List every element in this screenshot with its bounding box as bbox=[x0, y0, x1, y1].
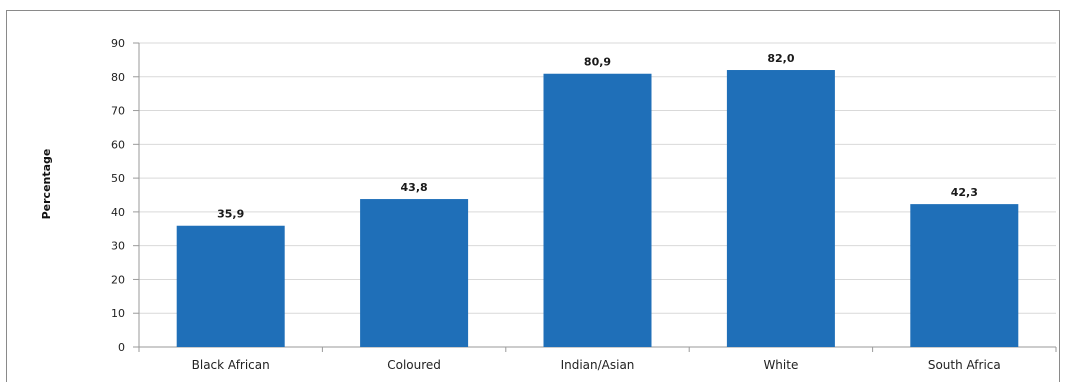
y-tick-label: 50 bbox=[111, 172, 125, 185]
y-tick-label: 40 bbox=[111, 206, 125, 219]
y-tick-label: 20 bbox=[111, 273, 125, 286]
data-label: 35,9 bbox=[217, 208, 244, 221]
bar bbox=[726, 70, 835, 348]
data-label: 43,8 bbox=[401, 181, 428, 194]
y-tick-label: 70 bbox=[111, 105, 125, 118]
bars bbox=[176, 70, 1019, 348]
category-label: Black African bbox=[192, 358, 270, 372]
category-label: Coloured bbox=[387, 358, 441, 372]
category-label: Indian/Asian bbox=[561, 358, 635, 372]
y-tick-label: 0 bbox=[118, 341, 125, 354]
data-label: 80,9 bbox=[584, 56, 611, 69]
category-label: South Africa bbox=[928, 358, 1001, 372]
y-tick-label: 90 bbox=[111, 37, 125, 50]
bar bbox=[360, 199, 469, 347]
y-axis-title: Percentage bbox=[40, 149, 53, 220]
data-label: 42,3 bbox=[951, 186, 978, 199]
y-tick-label: 10 bbox=[111, 307, 125, 320]
bar bbox=[543, 73, 652, 347]
bar bbox=[910, 204, 1019, 347]
y-tick-label: 80 bbox=[111, 71, 125, 84]
y-tick-label: 30 bbox=[111, 240, 125, 253]
data-label: 82,0 bbox=[767, 52, 794, 65]
bar bbox=[176, 225, 285, 347]
y-tick-label: 60 bbox=[111, 138, 125, 151]
category-label: White bbox=[763, 358, 798, 372]
labels: 0 10 20 30 40 50 60 70 80 90 35,9 Black African 43,8… bbox=[111, 37, 1001, 372]
